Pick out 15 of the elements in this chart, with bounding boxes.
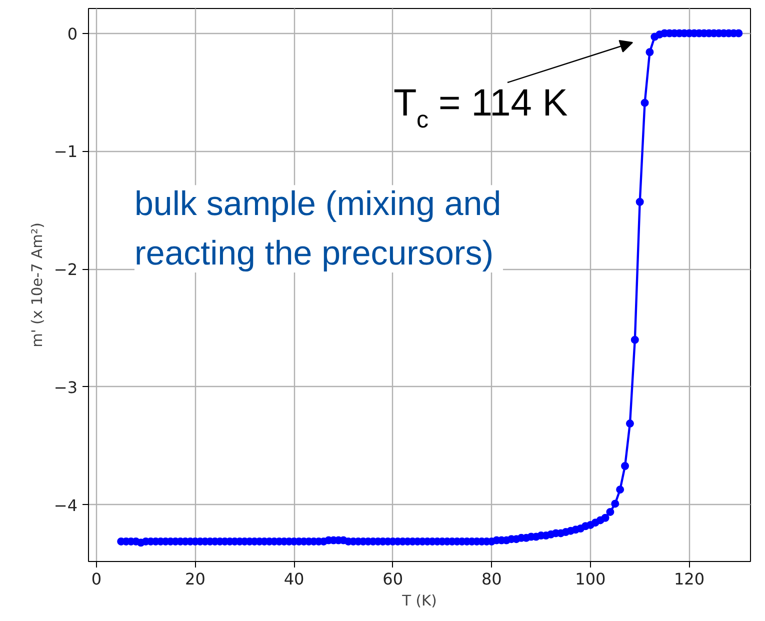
- x-tick-label: 40: [284, 570, 304, 588]
- y-tick-label: −2: [54, 260, 78, 280]
- x-tick-label: 60: [382, 570, 403, 588]
- y-axis-title: m' (x 10e-7 Am²): [28, 222, 46, 348]
- x-tick-label: 80: [481, 570, 502, 588]
- y-tick-label: 0: [67, 24, 78, 44]
- y-tick-label: −1: [54, 142, 78, 162]
- y-tick-label: −3: [54, 378, 78, 397]
- x-axis-title: T (K): [401, 592, 437, 610]
- x-tick-label: 120: [674, 570, 705, 588]
- x-tick-label: 0: [91, 570, 102, 588]
- y-tick-label: −4: [54, 496, 78, 515]
- x-tick-label: 100: [575, 570, 606, 588]
- annotation: bulk sample (mixing and reacting the precursors): [134, 185, 502, 272]
- x-tick-label: 20: [185, 570, 206, 588]
